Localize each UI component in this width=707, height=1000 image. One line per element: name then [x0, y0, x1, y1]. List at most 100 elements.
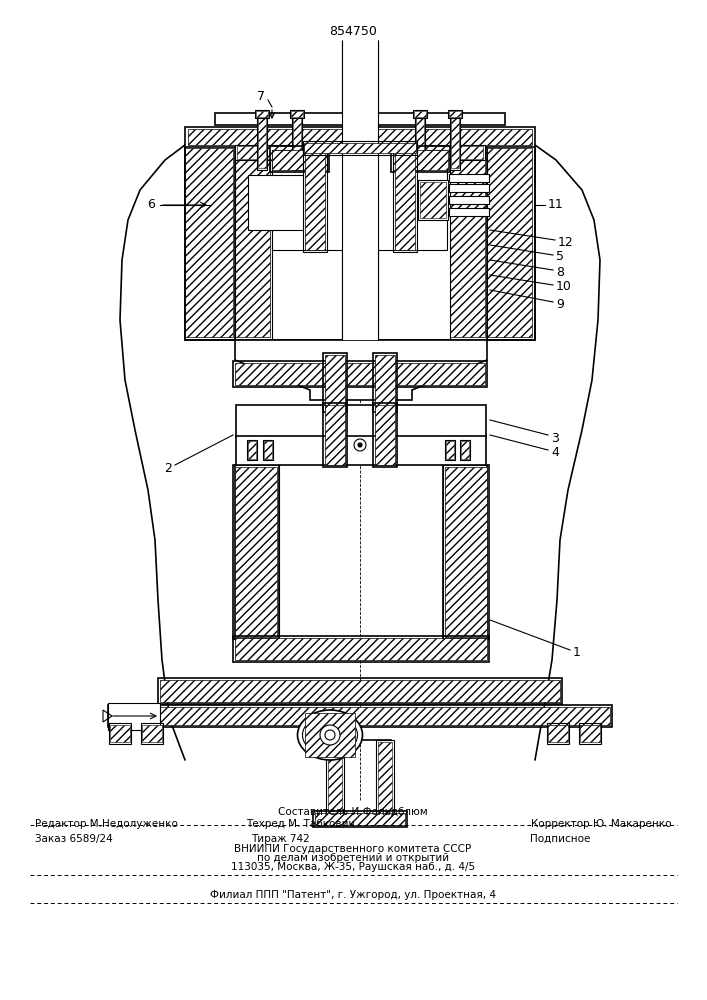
- Bar: [414, 111, 426, 117]
- Bar: [445, 440, 455, 460]
- Text: ВНИИПИ Государственного комитета СССР: ВНИИПИ Государственного комитета СССР: [235, 844, 472, 854]
- Bar: [375, 405, 395, 465]
- Bar: [142, 725, 162, 742]
- Bar: [418, 180, 448, 220]
- Text: Тираж 742: Тираж 742: [250, 834, 310, 844]
- Bar: [304, 143, 416, 153]
- Bar: [236, 405, 486, 437]
- Bar: [325, 355, 345, 410]
- Bar: [487, 145, 535, 340]
- Bar: [393, 150, 448, 170]
- Bar: [255, 110, 269, 118]
- Text: 6: 6: [147, 198, 155, 212]
- Bar: [256, 111, 268, 117]
- Bar: [270, 146, 329, 172]
- Bar: [263, 440, 273, 460]
- Circle shape: [325, 730, 335, 740]
- Bar: [449, 111, 461, 117]
- Bar: [328, 742, 342, 815]
- Bar: [235, 467, 277, 637]
- Bar: [233, 636, 489, 662]
- Bar: [376, 740, 394, 817]
- Bar: [233, 361, 487, 387]
- Bar: [110, 725, 130, 742]
- Bar: [291, 111, 303, 117]
- Bar: [272, 150, 327, 170]
- Bar: [235, 152, 272, 340]
- Text: по делам изобретений и открытий: по делам изобретений и открытий: [257, 853, 449, 863]
- Bar: [235, 363, 485, 385]
- Bar: [378, 742, 392, 815]
- Bar: [109, 723, 131, 744]
- Bar: [446, 441, 454, 459]
- Bar: [238, 438, 298, 463]
- Bar: [293, 118, 301, 168]
- Bar: [248, 441, 256, 459]
- Bar: [185, 148, 233, 337]
- Text: 7: 7: [257, 91, 265, 104]
- Bar: [579, 723, 601, 744]
- Text: 9: 9: [556, 298, 564, 310]
- Bar: [188, 129, 532, 145]
- Bar: [395, 150, 415, 250]
- Bar: [449, 174, 489, 182]
- Text: 3: 3: [551, 432, 559, 444]
- Ellipse shape: [303, 715, 358, 755]
- Bar: [303, 141, 417, 155]
- Ellipse shape: [298, 710, 363, 760]
- Text: Техред М. Табкович: Техред М. Табкович: [246, 819, 354, 829]
- Bar: [450, 152, 487, 340]
- Bar: [108, 703, 160, 730]
- Bar: [235, 638, 487, 660]
- Text: Заказ 6589/24: Заказ 6589/24: [35, 834, 112, 844]
- Bar: [448, 110, 462, 118]
- Bar: [413, 110, 427, 118]
- Text: 10: 10: [556, 280, 572, 294]
- Text: 2: 2: [164, 462, 172, 475]
- Bar: [258, 118, 266, 168]
- Bar: [248, 175, 303, 230]
- Bar: [461, 441, 469, 459]
- Text: Корректор Ю. Макаренко: Корректор Ю. Макаренко: [532, 819, 672, 829]
- Text: 1: 1: [573, 647, 581, 660]
- Bar: [373, 353, 397, 412]
- Bar: [185, 145, 535, 340]
- Bar: [580, 725, 600, 742]
- Text: Филиал ППП "Патент", г. Ужгород, ул. Проектная, 4: Филиал ППП "Патент", г. Ужгород, ул. Про…: [210, 890, 496, 900]
- Bar: [425, 407, 485, 435]
- Bar: [303, 148, 327, 252]
- Bar: [393, 148, 417, 252]
- Bar: [108, 705, 612, 727]
- Bar: [342, 40, 378, 340]
- Bar: [235, 152, 270, 337]
- Bar: [451, 118, 459, 168]
- Text: 113035, Москва, Ж-35, Раушская наб., д. 4/5: 113035, Москва, Ж-35, Раушская наб., д. …: [231, 862, 475, 872]
- Text: Составитель И.Фельдблюм: Составитель И.Фельдблюм: [278, 807, 428, 817]
- Circle shape: [358, 443, 362, 447]
- Text: 5: 5: [556, 250, 564, 263]
- Bar: [323, 353, 347, 412]
- Bar: [373, 403, 397, 467]
- Text: Подписное: Подписное: [530, 834, 590, 844]
- Bar: [185, 127, 535, 147]
- Bar: [460, 440, 470, 460]
- Circle shape: [320, 725, 340, 745]
- Text: 12: 12: [558, 235, 574, 248]
- Bar: [425, 438, 485, 463]
- Bar: [547, 723, 569, 744]
- Bar: [290, 110, 304, 118]
- Bar: [443, 465, 489, 639]
- Bar: [237, 146, 483, 159]
- Bar: [257, 115, 267, 170]
- Bar: [158, 678, 562, 704]
- Bar: [247, 440, 257, 460]
- Bar: [391, 146, 450, 172]
- Polygon shape: [235, 340, 487, 400]
- Bar: [141, 723, 163, 744]
- Bar: [450, 115, 460, 170]
- Bar: [450, 152, 485, 337]
- Bar: [233, 465, 279, 639]
- Bar: [272, 150, 447, 250]
- Bar: [449, 184, 489, 192]
- Bar: [160, 680, 560, 702]
